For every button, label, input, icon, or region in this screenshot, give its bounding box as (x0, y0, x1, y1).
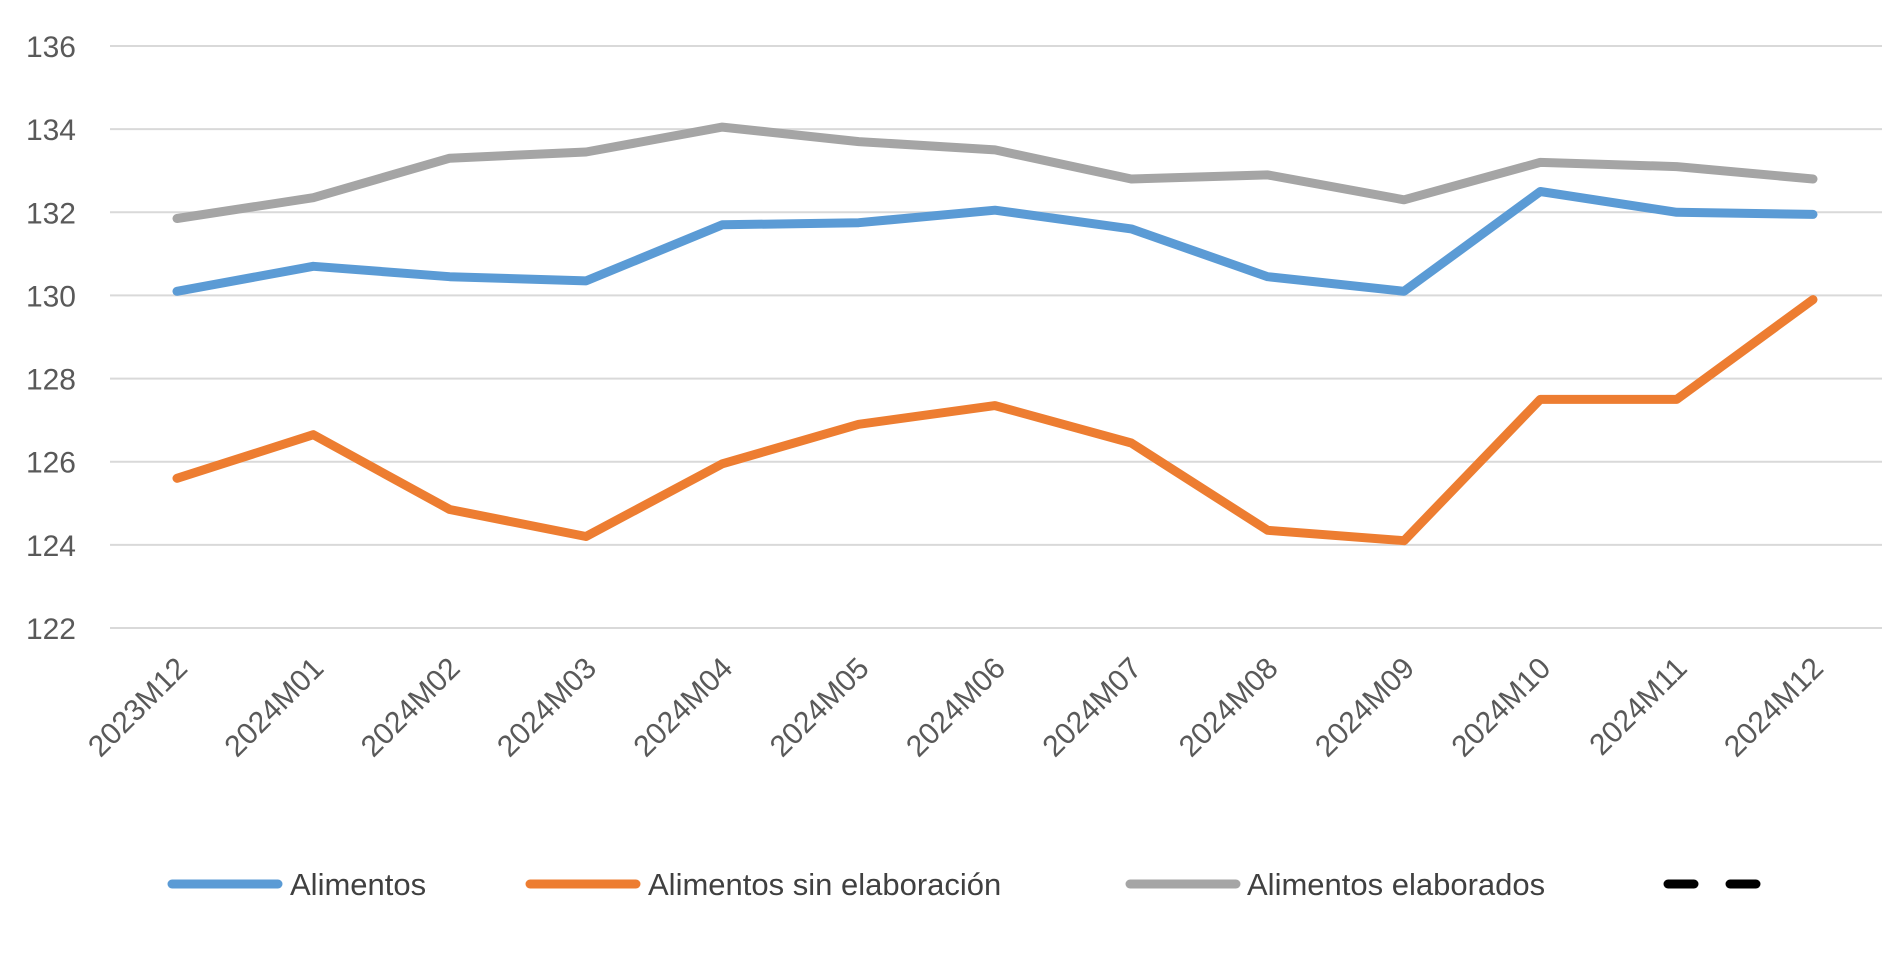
y-tick-label: 134 (26, 114, 76, 147)
x-tick-label: 2024M05 (764, 652, 876, 764)
x-tick-label: 2024M03 (491, 652, 603, 764)
series (172, 122, 1818, 546)
y-tick-label: 136 (26, 31, 76, 64)
y-axis-ticks: 122 124 126 128 130 132 134 136 (26, 31, 76, 646)
x-axis-ticks: 2023M12 2024M01 2024M02 2024M03 2024M04 2024M… (82, 652, 1830, 764)
series-line-2 (172, 122, 1818, 223)
x-tick-label: 2024M11 (1583, 652, 1693, 762)
x-tick-label: 2023M12 (82, 652, 194, 764)
legend: Alimentos Alimentos sin elaboración Alimen… (167, 867, 1761, 902)
y-tick-label: 132 (26, 197, 76, 230)
x-tick-label: 2024M04 (627, 652, 739, 764)
y-tick-label: 122 (26, 613, 76, 646)
x-tick-label: 2024M02 (355, 652, 467, 764)
x-tick-label: 2024M01 (218, 652, 330, 764)
legend-label-2: Alimentos elaborados (1247, 867, 1545, 902)
x-tick-label: 2024M12 (1718, 652, 1830, 764)
y-tick-label: 128 (26, 364, 76, 397)
x-tick-label: 2024M10 (1445, 652, 1557, 764)
series-line-0 (172, 187, 1818, 296)
x-tick-label: 2024M06 (900, 652, 1012, 764)
legend-label-0: Alimentos (290, 867, 426, 902)
y-tick-label: 126 (26, 447, 76, 480)
y-tick-label: 124 (26, 530, 76, 563)
y-tick-label: 130 (26, 280, 76, 313)
legend-label-1: Alimentos sin elaboración (648, 867, 1001, 902)
series-line-1 (172, 295, 1818, 546)
x-tick-label: 2024M09 (1309, 652, 1421, 764)
x-tick-label: 2024M07 (1036, 652, 1148, 764)
x-tick-label: 2024M08 (1173, 652, 1285, 764)
grid (110, 45, 1882, 629)
